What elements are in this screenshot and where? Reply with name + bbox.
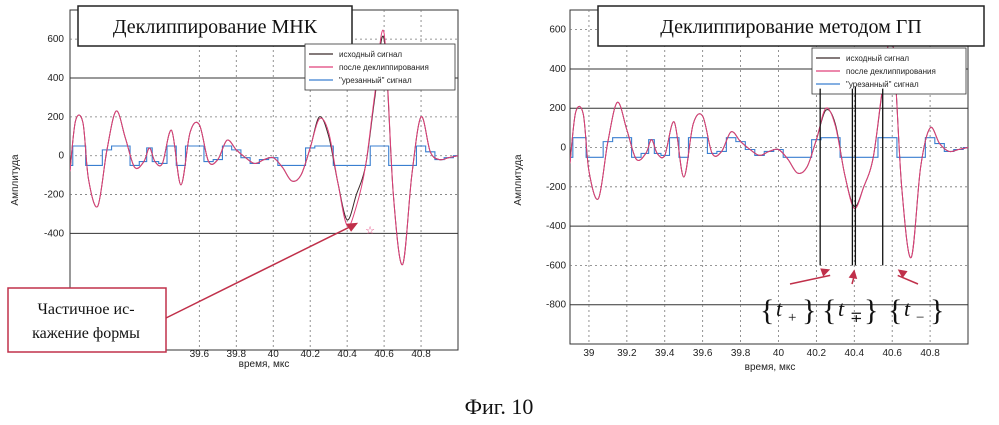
marker-letter: t [776, 296, 783, 321]
y-tick-label: 0 [560, 143, 566, 154]
marker-letter: t [904, 296, 911, 321]
figure-caption: Фиг. 10 [465, 394, 534, 419]
x-tick-label: 40.4 [845, 348, 865, 359]
x-tick-label: 40.4 [337, 349, 357, 360]
chart-title-right: Деклиппирование методом ГП [660, 16, 922, 38]
title-box-left: Деклиппирование МНК [78, 6, 352, 46]
marker-letter: t [838, 296, 845, 321]
x-tick-label: 40 [773, 348, 785, 359]
legend-entry: после деклиппирования [846, 67, 936, 76]
y-tick-label: 400 [549, 64, 566, 75]
y-tick-label: -400 [546, 221, 566, 232]
title-box-right: Деклиппирование методом ГП [598, 6, 984, 46]
legend-entry: "урезанный" сигнал [339, 76, 412, 85]
legend-right: исходный сигнал после деклиппирования "уре… [812, 48, 966, 94]
y-tick-label: -800 [546, 300, 566, 311]
x-tick-label: 40.6 [374, 349, 394, 360]
legend-left: исходный сигнал после деклиппирования "уре… [305, 44, 455, 90]
y-tick-label: 0 [58, 151, 64, 162]
x-tick-label: 39.6 [693, 348, 713, 359]
y-tick-label: 200 [549, 103, 566, 114]
x-tick-label: 39.2 [617, 348, 637, 359]
x-tick-label: 39.4 [655, 348, 675, 359]
y-tick-label: 600 [549, 25, 566, 36]
chart-left: 6004002000-200-40039.639.84040.240.440.6… [8, 6, 458, 370]
x-tick-label: 39.6 [190, 349, 210, 360]
x-tick-label: 40.6 [882, 348, 902, 359]
legend-entry: после деклиппирования [339, 63, 429, 72]
brace-right: } [864, 294, 878, 327]
x-tick-label: 40.2 [300, 349, 320, 360]
x-tick-label: 40.8 [411, 349, 431, 360]
y-tick-label: 200 [47, 112, 64, 123]
annotation-box [8, 288, 166, 352]
annotation-line2: кажение формы [32, 325, 140, 342]
brace-right: } [802, 294, 816, 327]
star-marker: ☆ [365, 224, 375, 237]
y-tick-label: -400 [44, 228, 64, 239]
y-tick-label: 400 [47, 73, 64, 84]
brace-left: { [822, 294, 836, 327]
x-axis-label-right: время, мкс [745, 362, 796, 373]
legend-entry: исходный сигнал [339, 50, 402, 59]
brace-right: } [930, 294, 944, 327]
y-tick-label: -600 [546, 260, 566, 271]
y-tick-label: -200 [44, 190, 64, 201]
annotation-line1: Частичное ис- [37, 301, 134, 318]
marker-subscript: + [788, 310, 796, 326]
chart-title-left: Деклиппирование МНК [113, 16, 318, 38]
legend-entry: "урезанный" сигнал [846, 80, 919, 89]
y-axis-label-left: Амплитуда [10, 154, 21, 206]
x-tick-label: 39.8 [731, 348, 751, 359]
y-tick-label: 600 [47, 34, 64, 45]
chart-right: 600 400 200 0 -200 -400 -600 -800 39 39.2 39.4 39.6… [513, 6, 984, 373]
brace-left: { [888, 294, 902, 327]
x-tick-label: 40.2 [807, 348, 827, 359]
y-tick-label: -200 [546, 182, 566, 193]
marker-subscript: − [916, 310, 924, 326]
x-tick-label: 40.8 [920, 348, 940, 359]
brace-left: { [760, 294, 774, 327]
x-tick-label: 39 [583, 348, 595, 359]
marker-subscript: ∓ [850, 310, 863, 326]
x-axis-label-left: время, мкс [239, 359, 290, 370]
y-axis-label-right: Амплитуда [513, 154, 524, 206]
legend-entry: исходный сигнал [846, 54, 909, 63]
